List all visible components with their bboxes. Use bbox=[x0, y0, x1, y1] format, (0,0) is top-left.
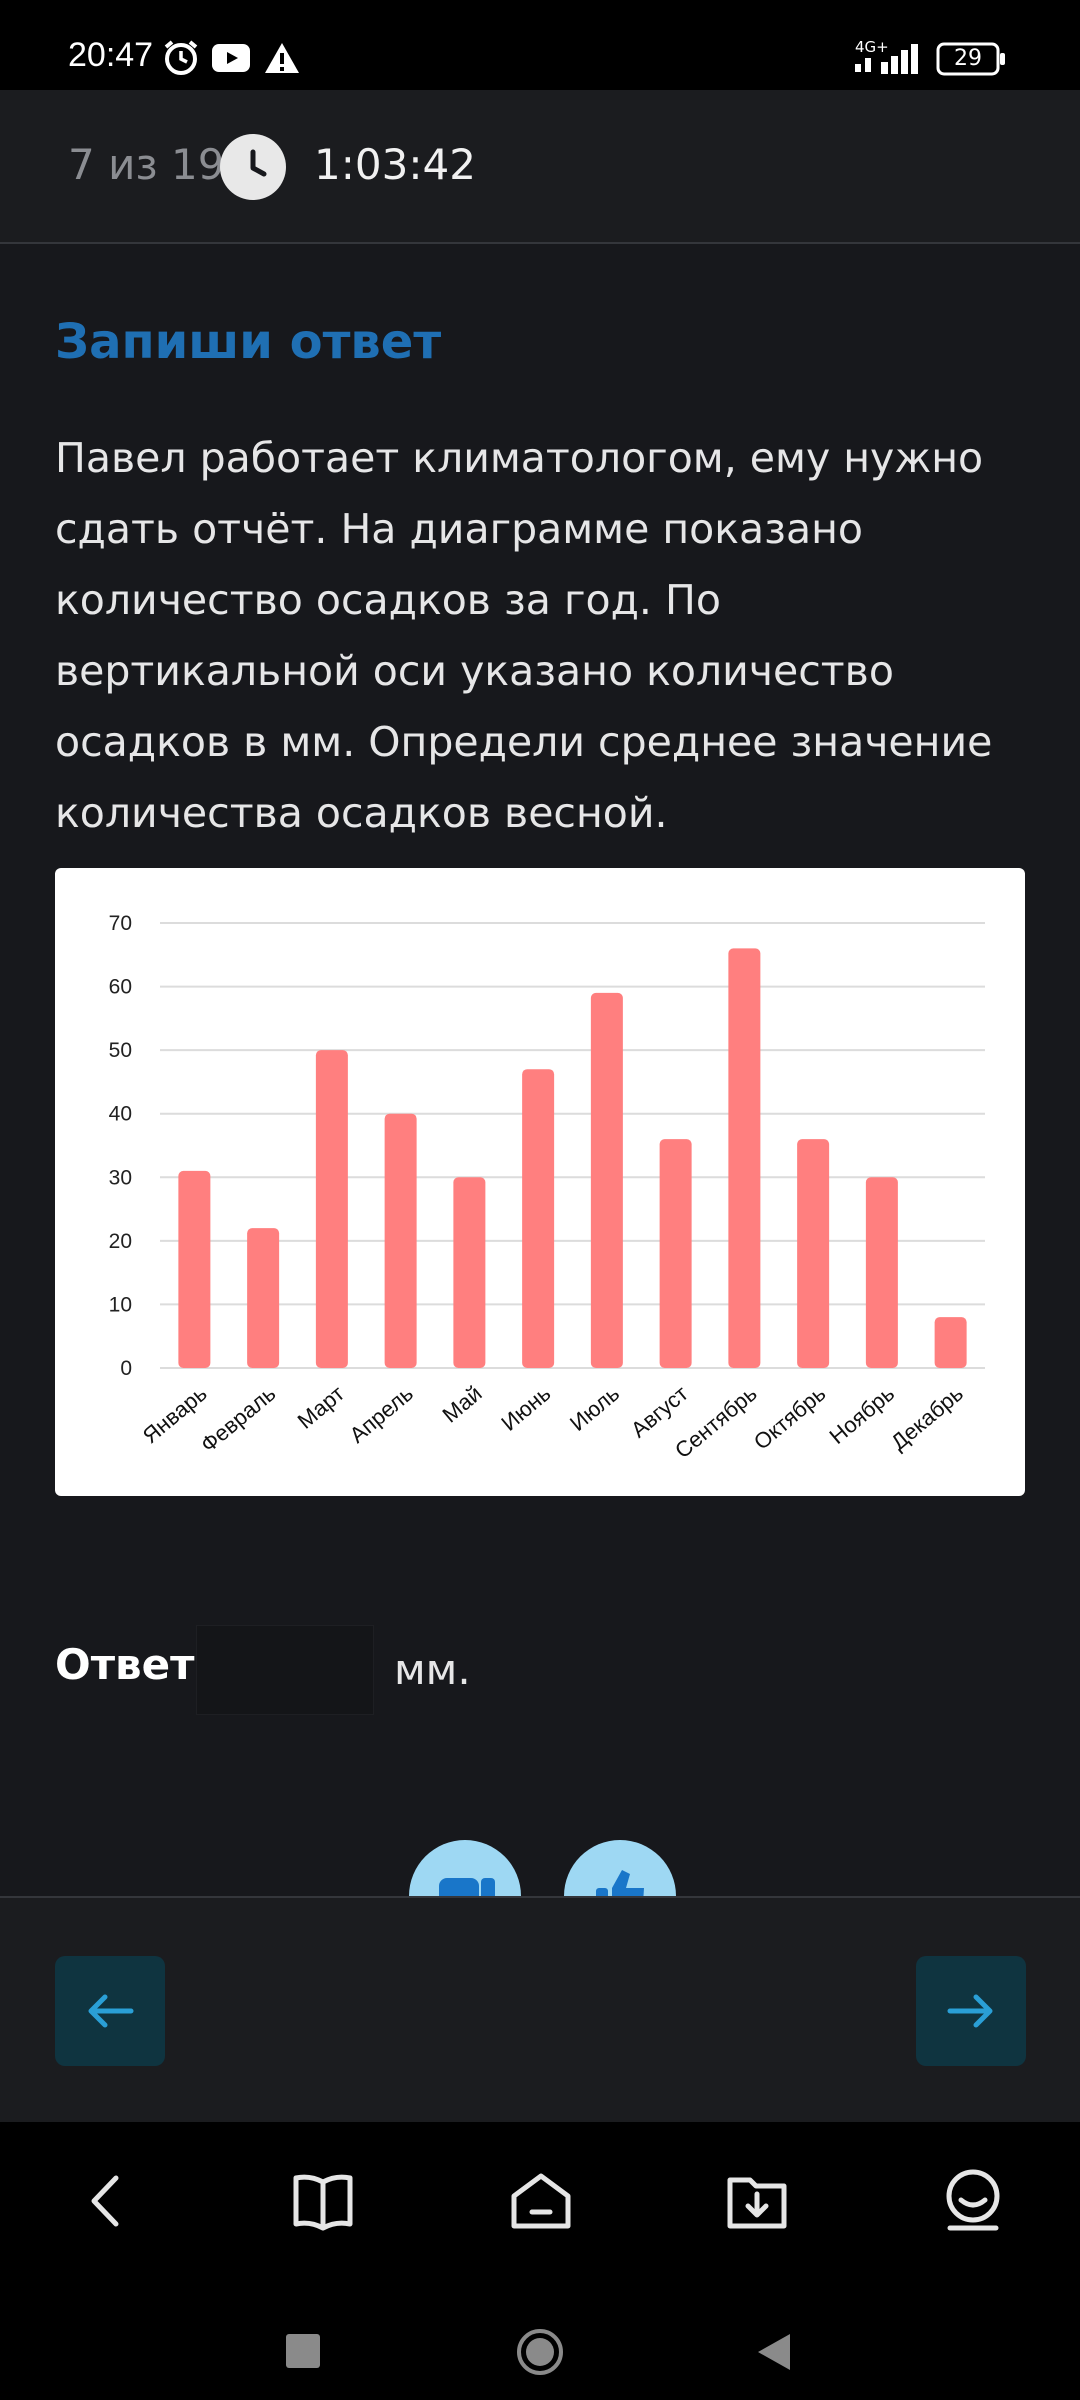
answer-input[interactable] bbox=[196, 1625, 374, 1715]
back-triangle-icon[interactable] bbox=[756, 2332, 792, 2376]
app-navigation-bar bbox=[0, 2122, 1080, 2400]
y-tick-label: 10 bbox=[109, 1293, 132, 1316]
y-tick-label: 0 bbox=[120, 1357, 132, 1380]
prev-question-button[interactable] bbox=[55, 1956, 165, 2066]
task-title: Запиши ответ bbox=[55, 314, 442, 370]
answer-label: Ответ: bbox=[55, 1640, 212, 1689]
battery-level: 29 bbox=[954, 46, 982, 71]
x-tick-label: Май bbox=[437, 1381, 486, 1428]
timer: 1:03:42 bbox=[314, 140, 476, 189]
status-bar: 20:47 4G+ 29 bbox=[0, 0, 1080, 90]
download-folder-icon[interactable] bbox=[722, 2166, 792, 2236]
book-icon[interactable] bbox=[288, 2166, 358, 2236]
bar bbox=[590, 992, 623, 1368]
bar bbox=[384, 1113, 417, 1368]
next-question-button[interactable] bbox=[916, 1956, 1026, 2066]
recent-apps-icon[interactable] bbox=[286, 2334, 320, 2372]
x-tick-label: Февраль bbox=[196, 1381, 281, 1458]
battery-icon bbox=[936, 42, 1006, 80]
arrow-left-icon bbox=[88, 1994, 134, 2028]
bottom-navigation-panel bbox=[0, 1896, 1080, 2122]
home-icon[interactable] bbox=[506, 2166, 576, 2236]
status-time: 20:47 bbox=[68, 36, 154, 74]
x-tick-label: Апрель bbox=[345, 1381, 418, 1448]
bar bbox=[178, 1170, 211, 1368]
question-counter: 7 из 19 bbox=[68, 140, 225, 189]
precipitation-chart: 0 10 20 30 40 50 60 70 Январь Февраль Март Апрель Ма… bbox=[55, 868, 1025, 1496]
bar bbox=[659, 1139, 692, 1368]
home-circle-icon[interactable] bbox=[516, 2328, 564, 2380]
warning-icon bbox=[264, 42, 300, 78]
answer-unit: мм. bbox=[394, 1645, 471, 1694]
bar bbox=[797, 1139, 830, 1368]
arrow-right-icon bbox=[947, 1994, 993, 2028]
y-tick-label: 40 bbox=[109, 1103, 132, 1126]
clock-icon bbox=[220, 134, 286, 200]
test-header: 7 из 19 1:03:42 bbox=[0, 90, 1080, 244]
x-tick-label: Декабрь bbox=[886, 1381, 968, 1455]
alarm-icon bbox=[162, 38, 200, 80]
profile-icon[interactable] bbox=[938, 2166, 1008, 2236]
bar bbox=[728, 948, 761, 1368]
x-tick-label: Октябрь bbox=[749, 1381, 830, 1455]
y-tick-label: 70 bbox=[109, 912, 132, 935]
y-tick-label: 50 bbox=[109, 1039, 132, 1062]
task-text: Павел работает климатологом, ему нужно с… bbox=[55, 434, 993, 837]
youtube-icon bbox=[212, 44, 250, 76]
bar bbox=[315, 1050, 348, 1368]
bar bbox=[453, 1177, 486, 1368]
y-tick-label: 20 bbox=[109, 1230, 132, 1253]
bar bbox=[522, 1069, 555, 1368]
back-icon[interactable] bbox=[72, 2166, 142, 2236]
x-tick-label: Июль bbox=[565, 1381, 624, 1436]
y-tick-label: 30 bbox=[109, 1166, 132, 1189]
signal-icon bbox=[855, 42, 921, 80]
bar bbox=[247, 1228, 280, 1368]
bar bbox=[865, 1177, 898, 1368]
x-tick-label: Июнь bbox=[496, 1381, 555, 1436]
network-type: 4G+ bbox=[855, 38, 889, 56]
x-tick-label: Март bbox=[293, 1381, 349, 1434]
y-tick-label: 60 bbox=[109, 976, 132, 999]
bar bbox=[934, 1317, 967, 1368]
